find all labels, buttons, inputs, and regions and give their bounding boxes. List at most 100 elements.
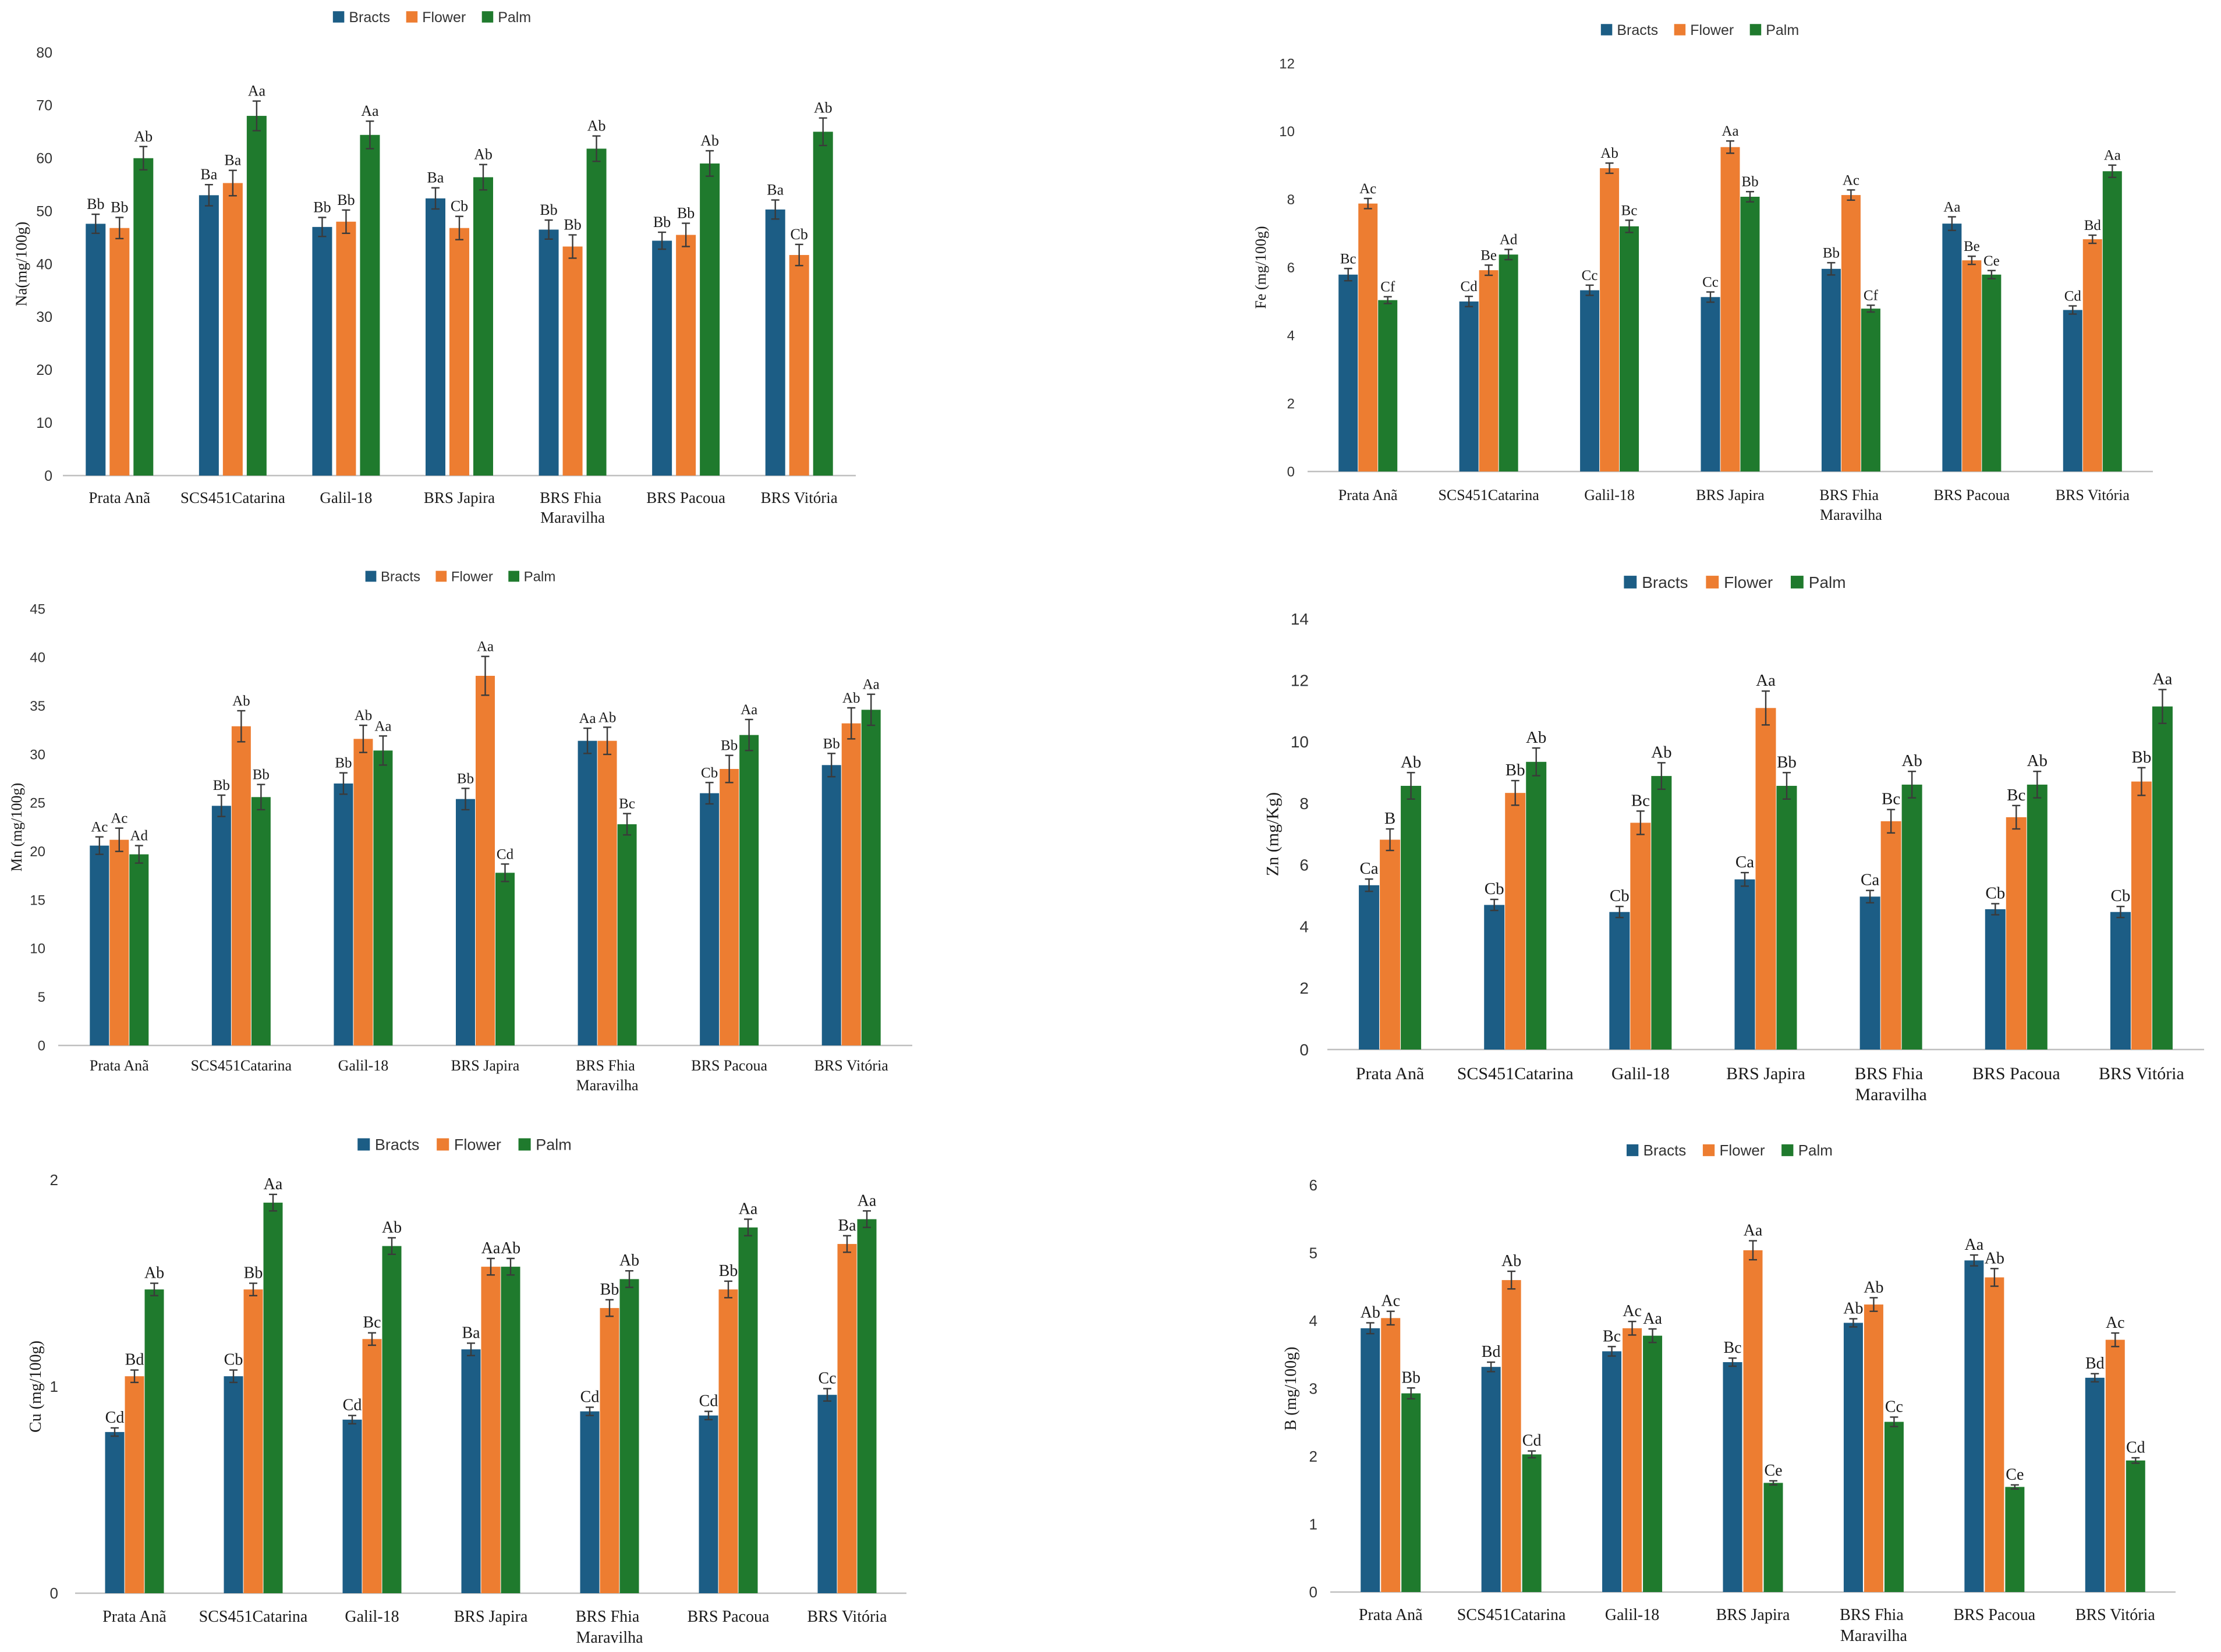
mn-legend-label-bracts: Bracts (381, 569, 420, 584)
b-bar-bracts-brs-japira (1723, 1362, 1742, 1592)
b-error-bar-bracts-brs-vitoria (2091, 1373, 2099, 1383)
zn-bar-label-palm-brs-japira: Bb (1777, 753, 1797, 771)
cu-bar-label-palm-brs-fhia-maravilha: Ab (619, 1252, 639, 1270)
zn-group-brs-japira: Ca Aa Bb (1734, 671, 1797, 1050)
cu-legend-label-palm: Palm (536, 1136, 572, 1153)
cu-group-brs-japira: Ba Aa Ab (461, 1239, 520, 1593)
cu-error-bar-palm-prata-ana (150, 1282, 158, 1297)
fe-x-tick-label-galil-18: Galil-18 (1584, 487, 1635, 504)
mn-bar-label-bracts-prata-ana: Ac (91, 820, 108, 835)
fe-bar-palm-galil-18 (1620, 226, 1639, 472)
zn-bar-palm-galil-18 (1651, 776, 1672, 1050)
mn-bar-flower-brs-pacoua (720, 769, 739, 1045)
fe-bar-label-flower-brs-pacoua: Be (1964, 239, 1980, 254)
fe-bar-flower-galil-18 (1600, 168, 1620, 472)
mn-x-tick-label-brs-vitoria: BRS Vitória (814, 1057, 889, 1074)
cu-bar-flower-brs-japira (481, 1267, 501, 1593)
zn-group-brs-vitoria: Cb Bb Aa (2110, 670, 2173, 1050)
zn-bar-label-palm-brs-fhia-maravilha: Ab (1901, 751, 1922, 770)
b-error-bar-flower-brs-pacoua (1990, 1268, 1999, 1287)
cu-legend-swatch-flower (437, 1138, 449, 1151)
zn-legend-label-flower: Flower (1724, 573, 1773, 591)
fe-error-bar-palm-brs-fhia-maravilha (1866, 304, 1875, 313)
na-group-prata-ana: Bb Bb Ab (86, 128, 154, 476)
cu-bar-label-flower-prata-ana: Bd (125, 1351, 144, 1369)
b-error-bar-palm-scs451catarina (1528, 1450, 1536, 1459)
b-bar-label-bracts-scs451catarina: Bd (1482, 1343, 1501, 1361)
fe-bar-flower-brs-fhia-maravilha (1841, 195, 1861, 472)
fe-legend-label-flower: Flower (1690, 22, 1734, 38)
b-bar-label-flower-prata-ana: Ac (1381, 1292, 1400, 1310)
cu-group-prata-ana: Cd Bd Ab (105, 1264, 164, 1593)
cu-bar-palm-brs-japira (501, 1267, 520, 1593)
na-bar-bracts-brs-vitoria (765, 209, 785, 476)
zn-error-bar-flower-scs451catarina (1511, 779, 1519, 806)
na-bar-label-palm-brs-vitoria: Ab (814, 100, 833, 116)
mn-x-tick-label-brs-japira: BRS Japira (451, 1057, 520, 1074)
mn-bar-label-palm-brs-vitoria: Aa (863, 677, 880, 693)
na-legend-item-bracts: Bracts (332, 9, 390, 26)
b-legend-item-bracts: Bracts (1627, 1141, 1686, 1159)
zn-bar-label-bracts-prata-ana: Ca (1359, 859, 1378, 878)
cu-error-bar-palm-scs451catarina (269, 1193, 277, 1212)
cu-bar-label-bracts-galil-18: Cd (343, 1396, 362, 1415)
b-y-tick-label: 6 (1309, 1176, 1317, 1194)
fe-bar-label-bracts-scs451catarina: Cd (1461, 279, 1478, 295)
zn-bar-bracts-brs-fhia-maravilha (1859, 896, 1880, 1050)
zn-bar-bracts-brs-japira (1734, 879, 1755, 1050)
mn-error-bar-flower-scs451catarina (237, 710, 246, 743)
cu-error-bar-palm-brs-japira (506, 1257, 515, 1276)
cu-bar-palm-brs-pacoua (738, 1227, 758, 1593)
na-group-scs451catarina: Ba Ba Aa (199, 83, 267, 476)
fe-group-prata-ana: Bc Ac Cf (1338, 181, 1398, 472)
mn-error-bar-palm-brs-pacoua (745, 718, 753, 751)
mn-error-bar-bracts-galil-18 (339, 772, 348, 795)
zn-legend-item-palm: Palm (1790, 573, 1846, 591)
b-legend: Bracts Flower Palm (1627, 1141, 1833, 1159)
na-bar-flower-prata-ana (109, 228, 130, 476)
mn-error-bar-palm-brs-fhia-maravilha (623, 813, 632, 836)
cu-bar-label-palm-scs451catarina: Aa (264, 1175, 283, 1193)
b-x-tick-label-prata-ana: Prata Anã (1359, 1606, 1423, 1624)
cu-bar-palm-prata-ana (144, 1289, 164, 1593)
fe-legend-item-flower: Flower (1674, 22, 1734, 38)
b-bar-label-flower-scs451catarina: Ab (1501, 1252, 1521, 1270)
na-bar-label-flower-brs-fhia-maravilha: Bb (564, 217, 581, 233)
b-bar-palm-brs-pacoua (2005, 1487, 2025, 1592)
mn-bar-palm-brs-pacoua (739, 735, 759, 1045)
b-legend-swatch-palm (1781, 1144, 1794, 1157)
b-error-bar-palm-brs-japira (1769, 1480, 1777, 1486)
fe-bar-label-bracts-brs-vitoria: Cd (2064, 289, 2082, 304)
na-bar-palm-brs-fhia-maravilha (586, 148, 607, 476)
zn-group-prata-ana: Ca B Ab (1359, 753, 1421, 1050)
na-error-bar-bracts-galil-18 (318, 217, 327, 237)
mn-error-bar-flower-brs-pacoua (725, 754, 734, 784)
cu-error-bar-bracts-brs-japira (467, 1342, 475, 1356)
zn-bar-label-bracts-galil-18: Cb (1610, 887, 1630, 905)
fe-bar-label-bracts-brs-fhia-maravilha: Bb (1823, 245, 1840, 261)
b-bar-flower-brs-fhia-maravilha (1864, 1304, 1883, 1592)
mn-bar-label-flower-prata-ana: Ac (111, 811, 127, 827)
mn-bar-label-flower-brs-fhia-maravilha: Ab (598, 710, 617, 725)
cu-x-tick-label-prata-ana: Prata Anã (102, 1608, 167, 1626)
mn-bar-bracts-brs-japira (456, 799, 475, 1045)
na-bar-label-palm-prata-ana: Ab (134, 128, 153, 145)
fe-error-bar-flower-brs-vitoria (2088, 234, 2097, 244)
zn-error-bar-flower-brs-vitoria (2137, 767, 2146, 796)
fe-y-tick-label: 8 (1287, 192, 1295, 208)
cu-error-bar-palm-brs-fhia-maravilha (625, 1270, 633, 1288)
fe-group-brs-vitoria: Cd Bd Aa (2063, 148, 2122, 472)
b-bar-label-bracts-prata-ana: Ab (1361, 1303, 1380, 1321)
na-legend-label-flower: Flower (422, 9, 466, 26)
zn-bar-flower-brs-fhia-maravilha (1880, 821, 1901, 1050)
na-error-bar-palm-brs-vitoria (819, 117, 827, 147)
na-bar-label-bracts-prata-ana: Bb (87, 196, 104, 212)
zn-y-tick-label: 12 (1291, 672, 1309, 690)
fe-bar-label-palm-brs-fhia-maravilha: Cf (1864, 288, 1879, 303)
fe-error-bar-flower-brs-japira (1726, 140, 1734, 154)
cu-error-bar-bracts-prata-ana (111, 1427, 119, 1437)
